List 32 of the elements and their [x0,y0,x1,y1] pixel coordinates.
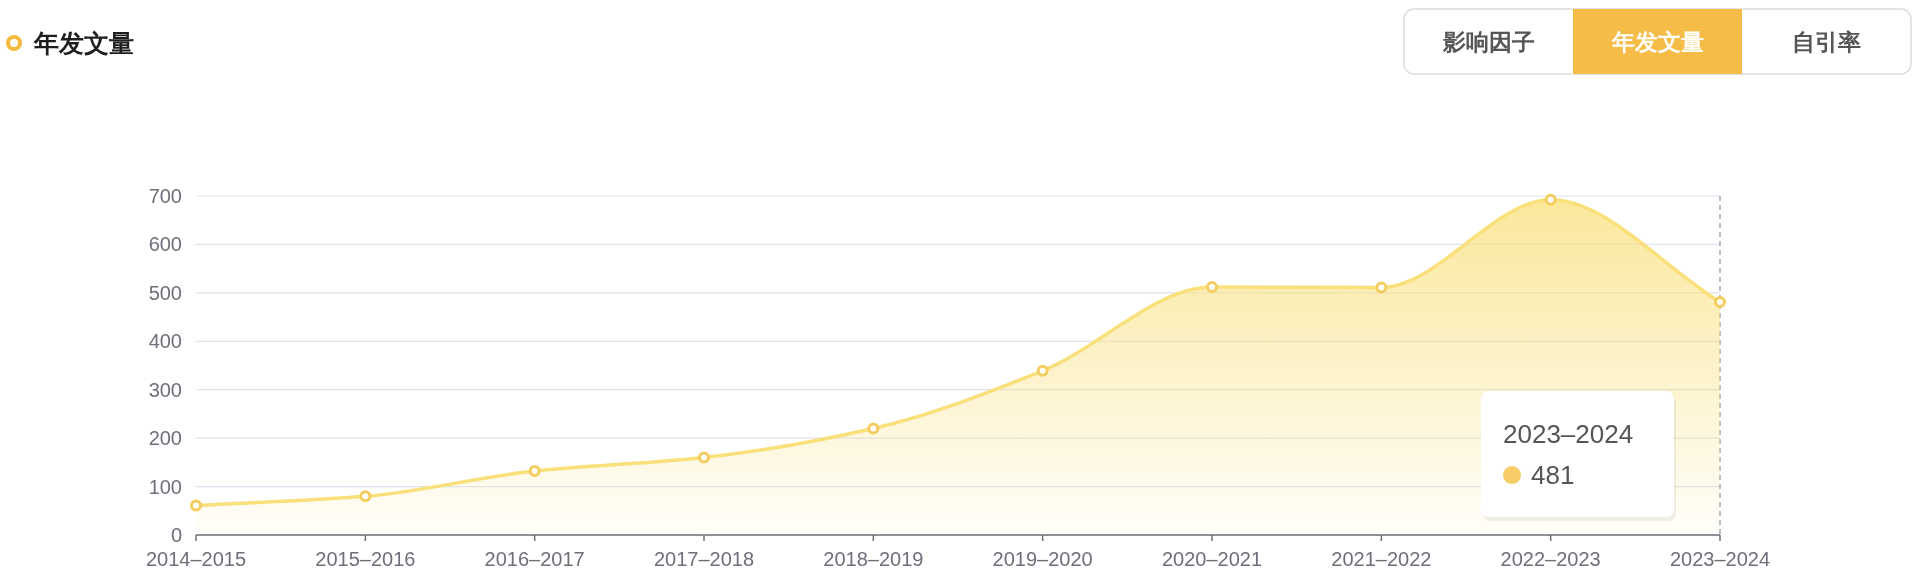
point [528,465,541,478]
point [1544,193,1557,206]
y-tick-label: 500 [148,281,182,304]
point [1036,364,1049,377]
tooltip: 2023–2024 481 [1481,391,1676,522]
y-tick-label: 600 [148,233,182,256]
point [359,490,372,503]
y-tick-label: 0 [170,524,182,546]
x-tick-label: 2017–2018 [653,548,755,570]
point [1714,296,1726,309]
annotation: 2023–2024 481 [1503,419,1634,491]
x-tick-label: 2016–2017 [484,548,585,570]
x-tick-label: 2023–2024 [1669,548,1771,570]
y-tick-label: 200 [148,427,182,450]
point [698,451,710,464]
x-tick-label: 2019–2020 [992,548,1093,570]
point [1206,281,1218,294]
x-tick-label: 2021–2022 [1331,548,1432,570]
point [1375,281,1388,294]
y-tick-label: 100 [148,475,182,498]
point [190,499,202,512]
x-tick-label: 2022–2023 [1500,548,1601,570]
x-tick-label: 2015–2016 [315,548,416,570]
x-tick-label: 2018–2019 [823,548,924,570]
point [867,422,880,435]
chart-title: 年发文量 [33,29,134,57]
button-group: 影响因子 年发文量 自引率 [1403,8,1912,75]
y-tick-label: 700 [148,185,182,207]
x-tick-label: 2014–2015 [145,548,247,570]
x-tick-label: 2020–2021 [1161,548,1263,570]
y-tick-label: 300 [148,378,182,401]
y-tick-label: 400 [148,330,182,353]
